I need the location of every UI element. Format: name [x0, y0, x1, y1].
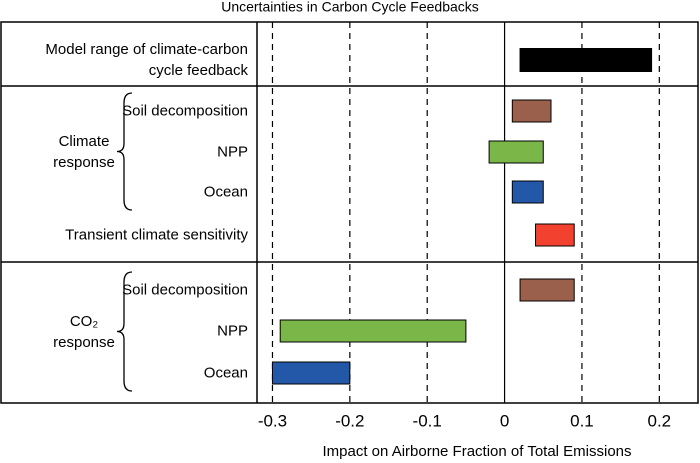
- bar: [511, 99, 552, 123]
- x-tick-label: 0.2: [647, 411, 671, 430]
- row-label: NPP: [217, 322, 248, 340]
- x-tick-label: -0.2: [335, 411, 364, 430]
- group-label: CO₂ response: [53, 312, 115, 351]
- row-label: Ocean: [203, 183, 248, 201]
- group-brace: [116, 92, 133, 211]
- chart-title: Uncertainties in Carbon Cycle Feedbacks: [221, 0, 479, 15]
- bar: [519, 48, 653, 72]
- x-tick-label: -0.1: [413, 411, 442, 430]
- row-label: Transient climate sensitivity: [65, 226, 248, 244]
- row-label: NPP: [217, 143, 248, 161]
- group-brace: [116, 271, 133, 392]
- bar: [488, 140, 544, 164]
- row-label: Model range of climate-carbon cycle feed…: [45, 41, 248, 79]
- row-label: Soil decomposition: [122, 102, 248, 120]
- group-label: Climate response: [53, 132, 115, 171]
- bar: [535, 223, 575, 247]
- row-label: Soil decomposition: [122, 281, 248, 299]
- bar: [511, 180, 544, 204]
- bar: [271, 361, 351, 385]
- row-label: Ocean: [203, 364, 248, 382]
- bar: [279, 319, 467, 343]
- x-tick-label: -0.3: [258, 411, 287, 430]
- x-tick-label: 0.1: [570, 411, 594, 430]
- x-tick-label: 0: [500, 411, 509, 430]
- x-axis-label: Impact on Airborne Fraction of Total Emi…: [322, 443, 631, 460]
- bar: [519, 278, 575, 302]
